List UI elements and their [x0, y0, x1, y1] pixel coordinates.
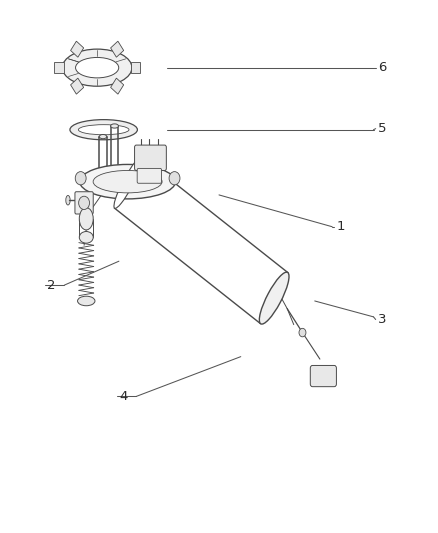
Text: 5: 5: [378, 122, 386, 135]
Ellipse shape: [70, 119, 138, 140]
Ellipse shape: [169, 172, 180, 185]
Polygon shape: [111, 78, 124, 94]
Ellipse shape: [299, 328, 306, 337]
Ellipse shape: [62, 49, 132, 86]
Polygon shape: [111, 41, 124, 57]
Text: 2: 2: [47, 279, 56, 292]
Text: 1: 1: [337, 220, 345, 233]
Ellipse shape: [79, 208, 93, 230]
Ellipse shape: [78, 125, 129, 135]
Ellipse shape: [78, 296, 95, 306]
Polygon shape: [71, 41, 84, 57]
FancyBboxPatch shape: [137, 168, 162, 183]
Ellipse shape: [79, 196, 89, 209]
Text: 3: 3: [378, 313, 386, 326]
Ellipse shape: [93, 171, 162, 193]
Ellipse shape: [79, 231, 93, 243]
Polygon shape: [131, 62, 140, 74]
Text: 4: 4: [119, 390, 127, 403]
Ellipse shape: [66, 196, 70, 205]
Ellipse shape: [99, 134, 107, 139]
Polygon shape: [71, 78, 84, 94]
Ellipse shape: [111, 124, 118, 128]
Text: 6: 6: [378, 61, 386, 74]
Ellipse shape: [259, 272, 289, 324]
FancyBboxPatch shape: [75, 192, 93, 214]
FancyBboxPatch shape: [134, 145, 166, 171]
Ellipse shape: [80, 165, 176, 199]
FancyBboxPatch shape: [310, 366, 336, 386]
Ellipse shape: [114, 157, 142, 208]
Ellipse shape: [75, 58, 119, 78]
Polygon shape: [54, 62, 64, 74]
Polygon shape: [115, 157, 288, 324]
Ellipse shape: [75, 172, 86, 185]
